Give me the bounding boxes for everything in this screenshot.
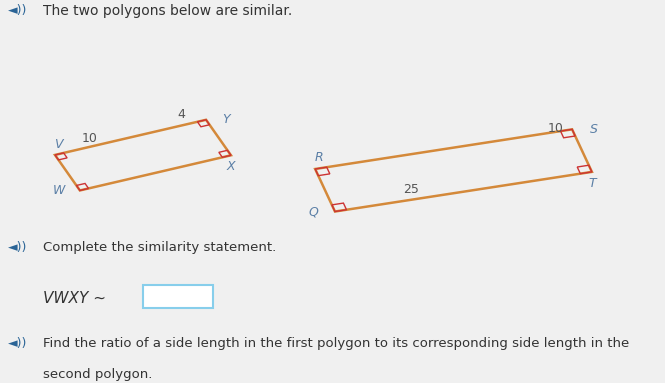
Text: R: R (314, 151, 323, 164)
Text: S: S (589, 123, 597, 136)
Text: Y: Y (222, 113, 230, 126)
Text: X: X (227, 159, 235, 172)
Text: 10: 10 (547, 122, 563, 135)
Text: second polygon.: second polygon. (43, 368, 152, 381)
FancyBboxPatch shape (143, 285, 213, 308)
Text: The two polygons below are similar.: The two polygons below are similar. (43, 4, 293, 18)
Text: ◄)): ◄)) (8, 241, 27, 254)
Text: VWXY ~: VWXY ~ (43, 291, 106, 306)
Text: 25: 25 (403, 183, 419, 196)
Text: Complete the similarity statement.: Complete the similarity statement. (43, 241, 277, 254)
Text: T: T (588, 177, 596, 190)
Text: Find the ratio of a side length in the first polygon to its corresponding side l: Find the ratio of a side length in the f… (43, 337, 630, 350)
Text: V: V (54, 138, 63, 151)
Text: 4: 4 (178, 108, 186, 121)
Text: 10: 10 (82, 132, 98, 145)
Text: ◄)): ◄)) (8, 4, 27, 17)
Text: Q: Q (308, 205, 318, 218)
Text: W: W (53, 184, 65, 197)
Text: ◄)): ◄)) (8, 337, 27, 350)
